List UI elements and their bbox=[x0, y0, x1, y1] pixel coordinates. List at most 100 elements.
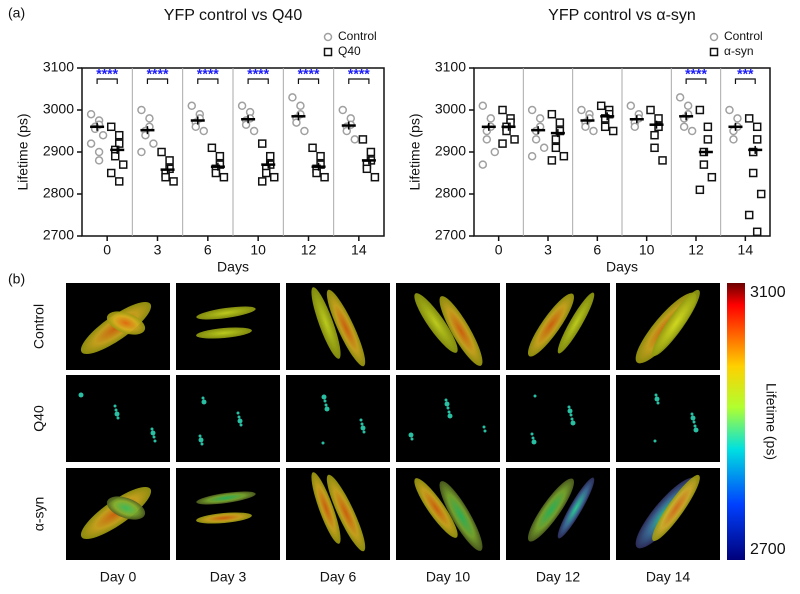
aggregate bbox=[114, 411, 120, 417]
aggregate bbox=[198, 434, 202, 438]
micrograph bbox=[506, 375, 610, 462]
data-point bbox=[86, 139, 96, 148]
worm bbox=[326, 474, 366, 552]
aggregate bbox=[114, 408, 118, 412]
data-point bbox=[165, 156, 174, 165]
data-point bbox=[338, 105, 348, 115]
aggregate bbox=[690, 415, 696, 421]
image-background bbox=[286, 375, 390, 462]
aggregate bbox=[152, 435, 156, 439]
worm bbox=[106, 496, 146, 520]
colorbar-tick-label: 2700 bbox=[750, 541, 786, 558]
aggregate bbox=[483, 429, 487, 433]
data-point bbox=[675, 93, 685, 102]
image-background bbox=[396, 375, 500, 462]
data-point bbox=[211, 168, 221, 178]
column-label: Day 10 bbox=[426, 569, 471, 585]
column-label: Day 3 bbox=[210, 569, 247, 585]
data-point bbox=[752, 135, 762, 144]
data-point bbox=[261, 168, 271, 178]
data-point bbox=[110, 151, 120, 161]
data-point bbox=[551, 143, 561, 153]
data-point bbox=[703, 122, 713, 132]
data-point bbox=[654, 114, 663, 123]
data-point bbox=[486, 114, 496, 123]
micrograph bbox=[286, 468, 390, 560]
data-point bbox=[249, 126, 259, 136]
x-tick-label: 3 bbox=[154, 242, 162, 258]
aggregate bbox=[693, 424, 697, 428]
y-axis-label: Lifetime (ps) bbox=[407, 113, 423, 190]
data-point bbox=[490, 147, 500, 157]
worm bbox=[414, 478, 458, 538]
aggregate bbox=[444, 401, 450, 407]
x-tick-label: 14 bbox=[738, 242, 754, 258]
data-point bbox=[699, 160, 709, 169]
y-axis-label: Lifetime (ps) bbox=[15, 113, 31, 190]
column-label: Day 0 bbox=[100, 569, 137, 585]
data-point bbox=[581, 122, 590, 132]
row-label: Q40 bbox=[31, 405, 47, 432]
aggregate bbox=[116, 416, 120, 420]
aggregate bbox=[237, 418, 243, 424]
data-point bbox=[596, 101, 606, 111]
data-point bbox=[269, 172, 279, 182]
worm bbox=[439, 481, 483, 551]
x-tick-label: 10 bbox=[250, 242, 266, 258]
micrograph bbox=[66, 283, 170, 370]
x-tick-label: 0 bbox=[103, 242, 111, 258]
data-point bbox=[350, 135, 360, 144]
column-label: Day 6 bbox=[320, 569, 357, 585]
aggregate bbox=[654, 393, 658, 397]
data-point bbox=[744, 114, 754, 123]
aggregate bbox=[690, 412, 694, 416]
worm bbox=[326, 289, 366, 367]
aggregate bbox=[531, 439, 537, 445]
aggregate bbox=[570, 417, 574, 421]
micrograph bbox=[506, 283, 610, 370]
data-point bbox=[161, 172, 170, 182]
data-point bbox=[527, 105, 537, 115]
data-point bbox=[478, 160, 488, 169]
data-point bbox=[265, 151, 275, 161]
worm bbox=[196, 306, 256, 320]
data-point bbox=[703, 135, 713, 144]
aggregate bbox=[446, 406, 450, 410]
data-point bbox=[733, 114, 742, 123]
data-point bbox=[729, 135, 738, 144]
aggregate bbox=[531, 436, 535, 440]
worm bbox=[652, 474, 700, 542]
x-tick-label: 12 bbox=[688, 242, 704, 258]
x-axis-label: Days bbox=[217, 259, 249, 275]
data-point bbox=[547, 109, 557, 119]
aggregate bbox=[323, 399, 327, 403]
aggregate bbox=[447, 410, 451, 414]
significance-label: **** bbox=[197, 66, 219, 82]
data-point bbox=[207, 143, 217, 153]
worm bbox=[196, 512, 252, 524]
legend-label: Q40 bbox=[338, 44, 361, 58]
aggregate bbox=[321, 394, 327, 400]
data-point bbox=[510, 135, 519, 144]
worm bbox=[527, 293, 575, 357]
y-tick-label: 3100 bbox=[43, 59, 74, 75]
data-point bbox=[362, 164, 372, 174]
x-tick-label: 6 bbox=[204, 242, 212, 258]
micrograph bbox=[616, 468, 720, 560]
worm bbox=[414, 293, 458, 353]
data-point bbox=[547, 156, 557, 165]
data-point bbox=[707, 172, 717, 182]
data-point bbox=[114, 177, 124, 186]
image-background bbox=[176, 283, 280, 370]
data-point bbox=[679, 122, 689, 132]
worm bbox=[439, 296, 483, 366]
data-point bbox=[157, 147, 166, 157]
data-point bbox=[626, 101, 636, 111]
data-point bbox=[114, 130, 124, 140]
data-point bbox=[748, 147, 758, 157]
micrograph bbox=[176, 468, 280, 560]
aggregate bbox=[198, 437, 204, 443]
data-point bbox=[630, 122, 640, 132]
worm bbox=[557, 477, 595, 539]
micrograph bbox=[176, 283, 280, 370]
